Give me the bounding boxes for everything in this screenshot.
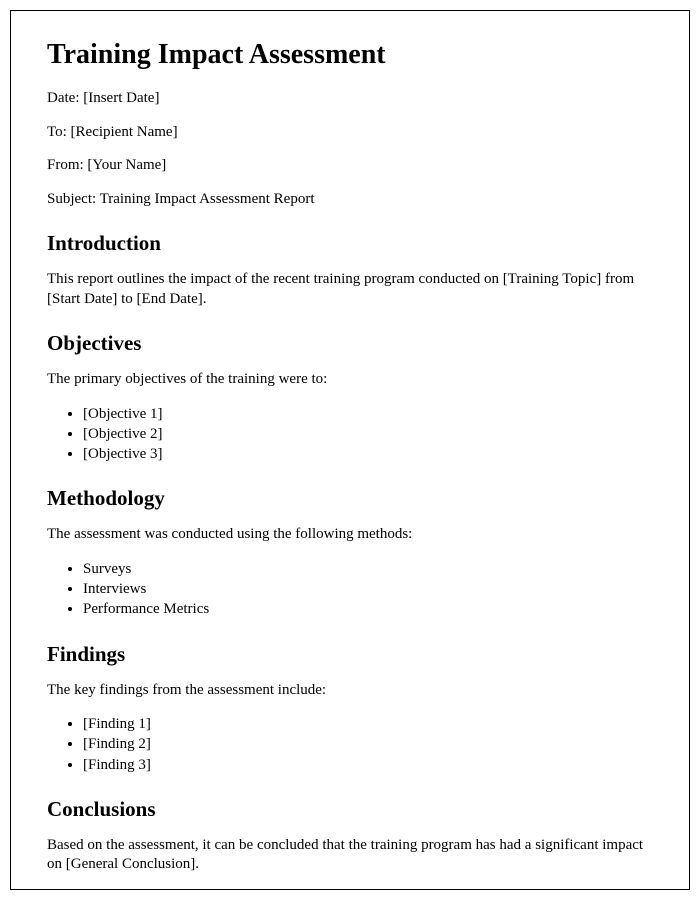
- list-item: Interviews: [83, 579, 653, 599]
- objectives-heading: Objectives: [47, 331, 653, 356]
- document-page: Training Impact Assessment Date: [Insert…: [10, 10, 690, 890]
- conclusions-body: Based on the assessment, it can be concl…: [47, 836, 653, 875]
- methodology-intro: The assessment was conducted using the f…: [47, 525, 653, 545]
- list-item: Performance Metrics: [83, 599, 653, 619]
- list-item: [Objective 3]: [83, 444, 653, 464]
- introduction-heading: Introduction: [47, 231, 653, 256]
- introduction-body: This report outlines the impact of the r…: [47, 270, 653, 309]
- list-item: [Objective 1]: [83, 404, 653, 424]
- findings-heading: Findings: [47, 642, 653, 667]
- findings-list: [Finding 1] [Finding 2] [Finding 3]: [83, 714, 653, 775]
- methodology-heading: Methodology: [47, 486, 653, 511]
- meta-subject: Subject: Training Impact Assessment Repo…: [47, 190, 653, 210]
- findings-intro: The key findings from the assessment inc…: [47, 681, 653, 701]
- meta-date: Date: [Insert Date]: [47, 89, 653, 109]
- document-title: Training Impact Assessment: [47, 39, 653, 71]
- meta-from: From: [Your Name]: [47, 156, 653, 176]
- objectives-list: [Objective 1] [Objective 2] [Objective 3…: [83, 404, 653, 465]
- list-item: Surveys: [83, 559, 653, 579]
- list-item: [Finding 3]: [83, 755, 653, 775]
- list-item: [Finding 1]: [83, 714, 653, 734]
- methodology-list: Surveys Interviews Performance Metrics: [83, 559, 653, 620]
- conclusions-heading: Conclusions: [47, 797, 653, 822]
- meta-to: To: [Recipient Name]: [47, 123, 653, 143]
- objectives-intro: The primary objectives of the training w…: [47, 370, 653, 390]
- list-item: [Objective 2]: [83, 424, 653, 444]
- list-item: [Finding 2]: [83, 734, 653, 754]
